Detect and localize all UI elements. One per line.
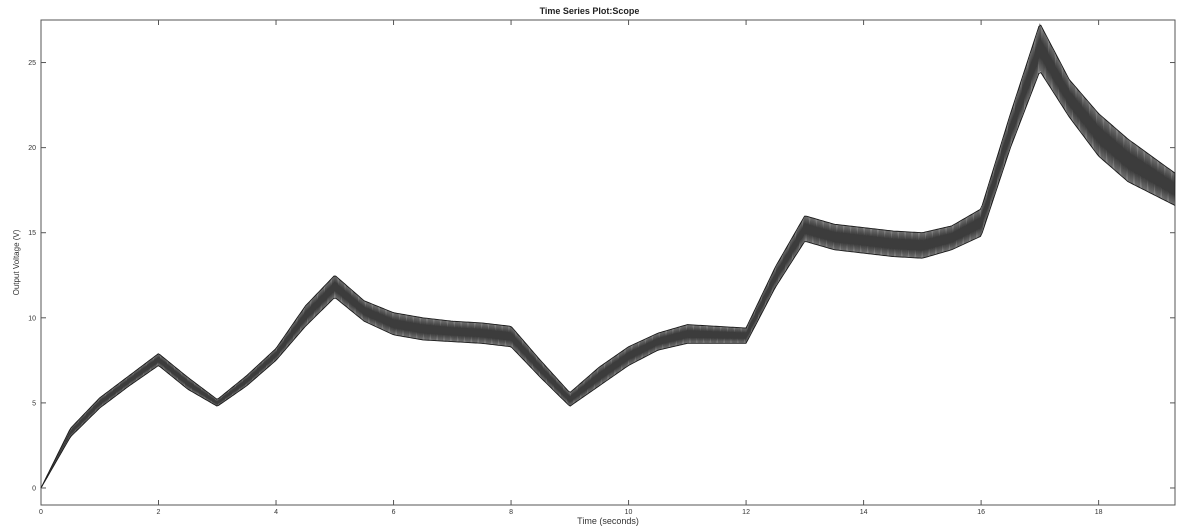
x-tick-label: 16 — [977, 509, 985, 516]
y-tick-label: 15 — [28, 230, 36, 237]
x-tick-label: 18 — [1095, 509, 1103, 516]
series-envelope-upper — [40, 24, 1176, 489]
y-axis-ticks: 0 5 10 15 20 25 — [28, 60, 1175, 492]
x-tick-label: 2 — [157, 509, 161, 516]
y-tick-label: 25 — [28, 60, 36, 67]
x-axis-label: Time (seconds) — [577, 516, 639, 526]
x-tick-label: 6 — [392, 509, 396, 516]
data-layer — [40, 23, 1176, 489]
x-tick-label: 10 — [625, 509, 633, 516]
y-tick-label: 20 — [28, 145, 36, 152]
x-tick-label: 14 — [860, 509, 868, 516]
x-axis-ticks: 0 2 4 6 8 10 12 14 16 18 — [39, 20, 1103, 516]
series-envelope-lower — [40, 71, 1176, 489]
y-tick-label: 5 — [32, 400, 36, 407]
y-tick-label: 10 — [28, 315, 36, 322]
x-tick-label: 0 — [39, 509, 43, 516]
axes-box — [40, 19, 1176, 506]
x-tick-label: 12 — [742, 509, 750, 516]
plot-area — [40, 19, 1176, 506]
chart-title: Time Series Plot:Scope — [539, 6, 640, 16]
y-axis-label: Output Voltage (V) — [12, 229, 21, 295]
x-tick-label: 8 — [509, 509, 513, 516]
y-tick-label: 0 — [32, 485, 36, 492]
x-tick-label: 4 — [274, 509, 278, 516]
